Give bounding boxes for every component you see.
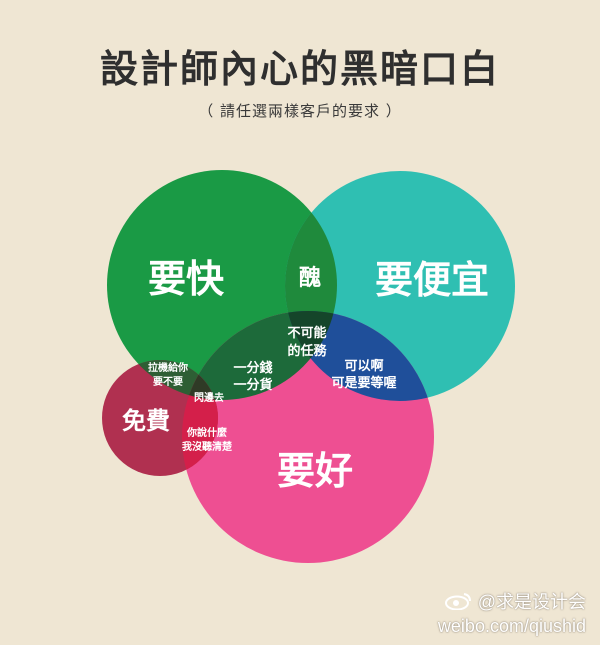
label-fast-good-free: 閃邊去	[194, 391, 224, 404]
label-fast-cheap-good-1: 不可能	[287, 325, 326, 341]
page-subtitle: （ 請任選兩樣客戶的要求 ）	[198, 102, 402, 120]
label-fast-free-2: 要不要	[153, 376, 183, 388]
label-fast-free-1: 拉機給你	[148, 361, 188, 374]
label-fast-cheap-good-2: 的任務	[287, 343, 327, 359]
label-fast-good-2: 一分貨	[233, 377, 272, 393]
page-title: 設計師內心的黑暗口白	[99, 47, 500, 91]
label-good-free-2: 我沒聽清楚	[182, 440, 232, 453]
label-cheap: 要便宜	[375, 258, 489, 302]
label-good: 要好	[277, 449, 353, 493]
weibo-logo-icon	[444, 593, 471, 610]
label-cheap-good-2: 可是要等喔	[331, 375, 396, 391]
overlap-cheap-good	[285, 311, 434, 401]
label-good-free-1: 你說什麼	[186, 426, 227, 439]
label-fast-good-1: 一分錢	[233, 360, 272, 376]
watermark-url: weibo.com/qiushid	[437, 616, 586, 636]
overlap-fast-good	[182, 311, 337, 400]
label-cheap-good-1: 可以啊	[344, 359, 383, 374]
watermark-handle: @求是设计会	[477, 592, 586, 612]
label-fast: 要快	[148, 257, 225, 301]
watermark: @求是设计会 weibo.com/qiushid	[438, 588, 586, 637]
label-free: 免費	[122, 407, 170, 435]
label-fast-cheap: 醜	[299, 265, 321, 291]
